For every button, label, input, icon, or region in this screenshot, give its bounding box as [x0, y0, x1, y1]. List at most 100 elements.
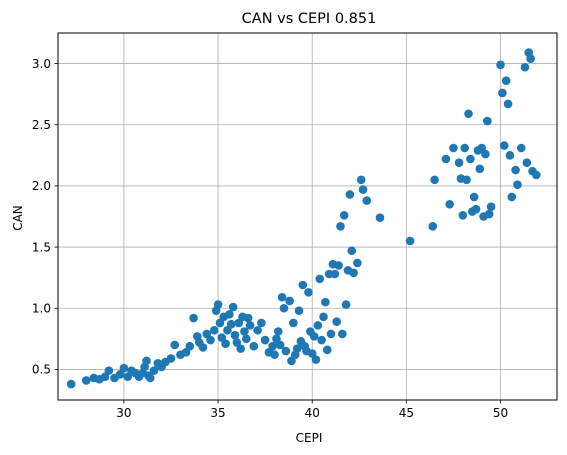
data-point	[104, 366, 114, 375]
y-tick-label: 2.0	[32, 179, 51, 193]
data-point	[338, 329, 347, 339]
data-point	[505, 151, 515, 160]
data-points	[66, 48, 541, 389]
data-point	[226, 319, 236, 329]
data-point	[315, 274, 325, 284]
data-point	[358, 185, 368, 194]
chart-title: CAN vs CEPI 0.851	[242, 11, 377, 27]
data-point	[484, 209, 494, 219]
data-point	[309, 332, 319, 341]
data-point	[189, 313, 198, 323]
data-point	[501, 76, 511, 86]
data-point	[462, 175, 471, 185]
data-point	[213, 300, 223, 309]
data-point	[347, 246, 357, 256]
data-point	[362, 196, 372, 205]
data-point	[257, 318, 266, 328]
data-point	[445, 199, 454, 209]
data-point	[326, 329, 336, 339]
data-point	[119, 363, 129, 373]
data-point	[520, 62, 530, 72]
data-point	[511, 165, 520, 175]
data-point	[243, 313, 253, 323]
data-point	[345, 190, 355, 199]
data-point	[253, 325, 262, 335]
data-point	[454, 158, 464, 167]
data-point	[430, 175, 439, 185]
y-tick-label: 3.0	[32, 57, 51, 71]
data-point	[268, 341, 277, 351]
data-point	[294, 306, 304, 315]
x-axis-ticks: 30 35 40 45 50	[116, 400, 508, 420]
x-axis-label: CEPI	[296, 431, 323, 445]
data-point	[330, 269, 340, 279]
plot-frame	[57, 32, 558, 401]
data-point	[274, 327, 283, 336]
data-point	[375, 213, 385, 223]
data-point	[498, 88, 507, 98]
x-tick-label: 50	[493, 406, 508, 420]
data-point	[198, 343, 208, 352]
data-point	[341, 300, 351, 309]
y-tick-label: 2.5	[32, 118, 51, 132]
data-point	[292, 344, 302, 353]
data-point	[270, 350, 279, 360]
data-point	[475, 164, 485, 174]
data-point	[458, 210, 468, 220]
data-point	[449, 143, 458, 153]
data-point	[311, 355, 321, 364]
data-point	[317, 335, 326, 345]
data-point	[405, 236, 415, 246]
data-point	[334, 261, 343, 270]
data-point	[260, 335, 270, 345]
y-tick-label: 0.5	[32, 363, 51, 377]
data-point	[228, 302, 238, 312]
data-point	[185, 341, 195, 351]
data-point	[81, 376, 91, 385]
data-point	[441, 154, 451, 164]
data-point	[298, 280, 308, 290]
data-point	[466, 154, 475, 164]
y-tick-label: 1.5	[32, 240, 51, 254]
data-point	[66, 379, 76, 389]
y-tick-label: 1.0	[32, 301, 51, 315]
data-point	[304, 288, 313, 297]
data-point	[285, 296, 294, 306]
data-point	[225, 310, 234, 319]
data-point	[166, 354, 176, 363]
data-point	[356, 175, 366, 185]
data-point	[526, 54, 535, 63]
data-point	[281, 346, 291, 356]
data-point	[289, 318, 298, 328]
data-point	[236, 344, 245, 353]
data-point	[279, 303, 289, 313]
data-point	[275, 340, 285, 350]
data-point	[513, 180, 522, 189]
x-tick-label: 30	[116, 406, 131, 420]
data-point	[496, 60, 505, 70]
y-axis-ticks: 0.5 1.0 1.5 2.0 2.5 3.0	[32, 57, 58, 377]
data-point	[481, 149, 490, 159]
data-point	[460, 143, 470, 153]
data-point	[516, 143, 526, 153]
data-point	[245, 321, 255, 330]
data-point	[483, 116, 492, 126]
data-point	[499, 141, 509, 150]
data-point	[206, 335, 215, 345]
data-point	[469, 192, 479, 202]
data-point	[531, 170, 541, 180]
data-point	[428, 221, 438, 231]
data-point	[170, 340, 180, 350]
data-point	[353, 258, 362, 268]
data-point	[249, 341, 259, 351]
data-point	[464, 109, 473, 119]
x-tick-label: 40	[305, 406, 320, 420]
data-point	[145, 373, 155, 383]
data-point	[349, 268, 358, 278]
data-point	[507, 192, 517, 202]
x-tick-label: 45	[399, 406, 414, 420]
data-point	[319, 312, 328, 322]
data-point	[522, 158, 532, 167]
data-point	[339, 210, 349, 220]
